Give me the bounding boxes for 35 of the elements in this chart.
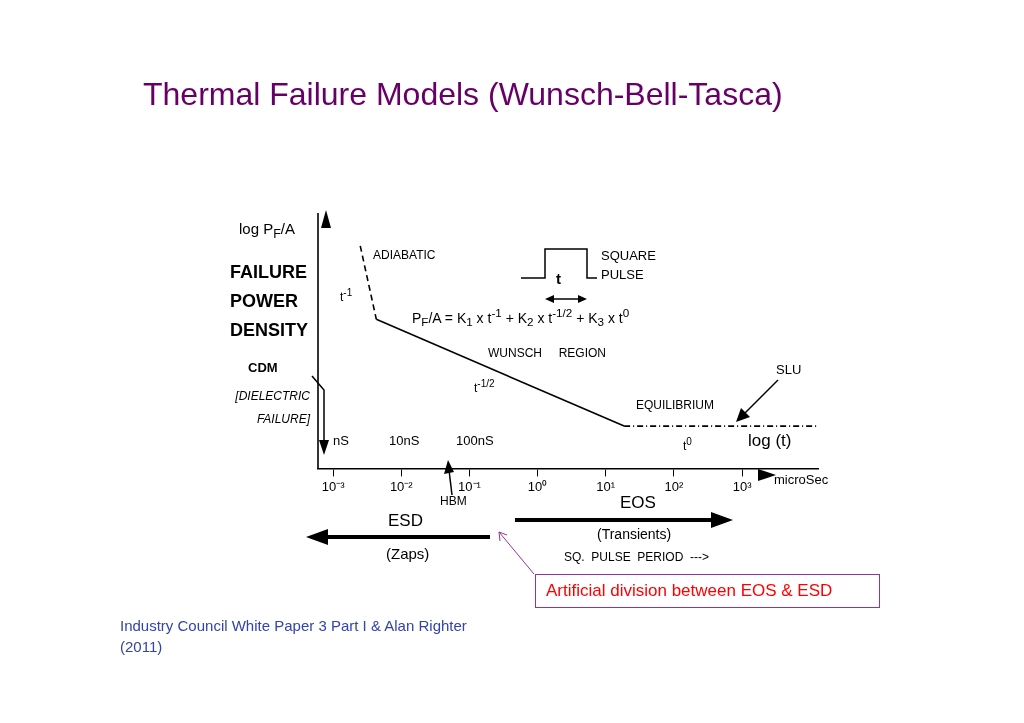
annotation: WUNSCH REGION [488,346,607,360]
annotation: 10nS [389,433,420,448]
text: (Zaps) [386,545,430,562]
annotation: SLU [776,362,802,377]
annotation: 100nS [456,433,494,448]
x-tick-label: 10³ [732,478,753,494]
x-tick-label: 10⁻³ [321,478,346,494]
annotation: ADIABATIC [373,248,436,262]
text: [DIELECTRIC FAILURE] [234,388,310,428]
text: P$_{F}$/A = K$_{1}$ x t$^{-1}$ + K$_{2}$ x t$^{-1/2}$ + K$_{3}$ x t$^{0}$ [412,306,630,329]
y-axis-title: FAILURE POWER DENSITY [230,261,309,342]
annotation: t$^{-1/2}$ [474,378,495,395]
chart-title: Thermal Failure Models (Wunsch-Bell-Tasca) [143,76,783,113]
text: HBM [440,494,467,508]
x-tick-label: 10⁰ [527,478,548,494]
text: log P$_{F}$/A [239,220,296,241]
text: ESD [388,511,423,531]
text: EOS [620,493,656,513]
annotation: nS [333,433,349,448]
x-tick-label: 10⁻¹ [458,478,482,494]
annotation: t$^{-1}$ [340,287,353,304]
text: microSec [774,472,829,487]
text: SQ. PULSE PERIOD ---> [564,550,710,564]
text: Industry Council White Paper 3 Part I & Alan Righter (2011) [120,616,468,657]
x-tick-label: 10¹ [596,478,616,494]
x-tick-label: 10² [664,478,684,494]
annotation: SQUARE PULSE [601,247,657,284]
text: CDM [248,360,278,375]
x-tick-label: 10⁻² [389,478,414,494]
x-axis-title: log (t) [748,431,792,451]
annotation: t [556,270,561,287]
annotation: t$^{0}$ [683,436,692,453]
text: (Transients) [597,526,672,542]
text: Artificial division between EOS & ESD [535,574,880,608]
annotation: EQUILIBRIUM [636,398,715,412]
